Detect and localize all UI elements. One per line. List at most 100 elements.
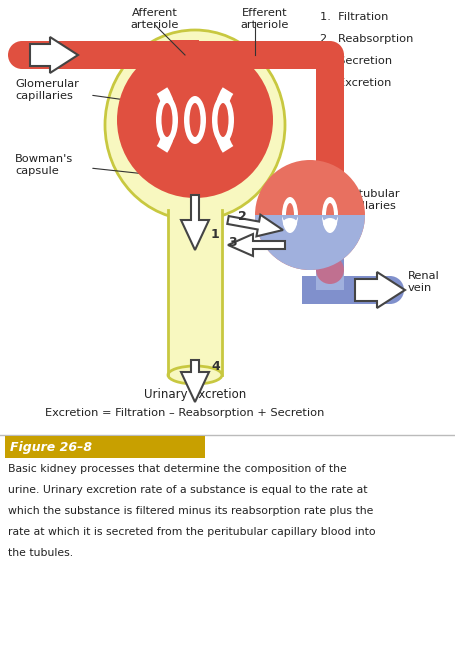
Ellipse shape	[217, 103, 228, 137]
Bar	[316, 275, 344, 276]
Bar	[316, 273, 344, 275]
Bar	[316, 280, 344, 281]
Bar	[316, 238, 344, 239]
Bar	[316, 242, 344, 244]
Bar	[316, 229, 344, 231]
Bar	[316, 242, 344, 243]
Ellipse shape	[322, 197, 338, 233]
Bar	[316, 278, 344, 279]
Circle shape	[8, 41, 36, 69]
Text: which the substance is filtered minus its reabsorption rate plus the: which the substance is filtered minus it…	[8, 506, 374, 516]
Bar	[316, 55, 344, 230]
Bar	[316, 286, 344, 288]
Ellipse shape	[286, 203, 294, 227]
Ellipse shape	[283, 218, 297, 228]
Bar	[316, 233, 344, 234]
Bar	[316, 215, 344, 230]
Ellipse shape	[156, 96, 178, 144]
Bar	[171, 40, 199, 55]
Bar	[316, 236, 344, 237]
Bar	[316, 231, 344, 232]
Bar	[316, 233, 344, 235]
Text: 2: 2	[238, 211, 247, 224]
Bar	[316, 236, 344, 238]
Bar	[316, 269, 344, 270]
Bar	[302, 276, 330, 304]
Ellipse shape	[184, 96, 206, 144]
Bar	[302, 276, 390, 304]
Bar	[316, 284, 344, 285]
Bar	[241, 41, 330, 69]
FancyArrow shape	[228, 214, 283, 236]
Ellipse shape	[189, 103, 201, 137]
Text: Efferent
arteriole: Efferent arteriole	[241, 8, 289, 30]
FancyArrow shape	[228, 234, 285, 256]
Bar	[316, 275, 344, 277]
Ellipse shape	[168, 366, 222, 384]
Bar	[316, 282, 344, 283]
Bar	[168, 185, 222, 215]
FancyArrow shape	[30, 37, 78, 73]
Ellipse shape	[282, 197, 298, 233]
Bar	[316, 268, 344, 290]
Bar	[316, 262, 344, 263]
Bar	[316, 267, 344, 268]
Text: Glomerular
capillaries: Glomerular capillaries	[15, 79, 79, 101]
Wedge shape	[282, 215, 298, 223]
Bar	[5, 436, 205, 458]
Text: Excretion = Filtration – Reabsorption + Secretion: Excretion = Filtration – Reabsorption + …	[46, 408, 325, 418]
Bar	[316, 240, 344, 290]
Bar	[316, 231, 344, 233]
Bar	[316, 271, 344, 272]
Bar	[22, 41, 175, 69]
Text: Afferent
arteriole: Afferent arteriole	[131, 8, 179, 30]
Bar	[316, 286, 344, 287]
Circle shape	[302, 276, 330, 304]
Text: 4: 4	[211, 360, 220, 373]
Circle shape	[316, 41, 344, 69]
Circle shape	[255, 160, 365, 270]
Text: the tubules.: the tubules.	[8, 548, 73, 558]
Text: 1.  Filtration: 1. Filtration	[320, 12, 389, 22]
Bar	[316, 240, 344, 241]
Bar	[316, 253, 344, 254]
Bar	[316, 249, 344, 251]
Bar	[316, 251, 344, 253]
FancyArrow shape	[355, 272, 405, 308]
Bar	[316, 244, 344, 245]
Bar	[316, 278, 344, 280]
FancyArrow shape	[181, 360, 209, 402]
Circle shape	[376, 276, 404, 304]
Bar	[316, 258, 344, 260]
Bar	[316, 228, 344, 290]
Bar	[316, 258, 344, 259]
Text: 3.  Secretion: 3. Secretion	[320, 56, 392, 66]
Bar	[316, 245, 344, 247]
Bar	[316, 280, 344, 282]
Text: 4.  Excretion: 4. Excretion	[320, 78, 391, 88]
Text: Urinary excretion: Urinary excretion	[144, 388, 246, 401]
Bar	[316, 240, 344, 242]
Wedge shape	[255, 215, 365, 270]
Bar	[316, 238, 344, 240]
Text: Basic kidney processes that determine the composition of the: Basic kidney processes that determine th…	[8, 464, 347, 474]
Bar	[316, 244, 344, 246]
Text: Peritubular
capillaries: Peritubular capillaries	[338, 189, 400, 211]
Text: 1: 1	[211, 229, 220, 242]
Text: urine. Urinary excretion rate of a substance is equal to the rate at: urine. Urinary excretion rate of a subst…	[8, 485, 368, 495]
Bar	[316, 234, 344, 236]
Bar	[171, 41, 269, 69]
Bar	[316, 247, 344, 249]
Text: 3: 3	[228, 236, 237, 249]
Bar	[316, 289, 344, 290]
Bar	[316, 273, 344, 274]
Bar	[316, 256, 344, 257]
Bar	[316, 271, 344, 273]
Bar	[168, 210, 222, 375]
Bar	[316, 253, 344, 255]
Bar	[316, 249, 344, 250]
Circle shape	[171, 41, 199, 69]
Text: Bowman's
capsule: Bowman's capsule	[15, 154, 73, 176]
Bar	[316, 256, 344, 258]
Bar	[316, 266, 344, 267]
